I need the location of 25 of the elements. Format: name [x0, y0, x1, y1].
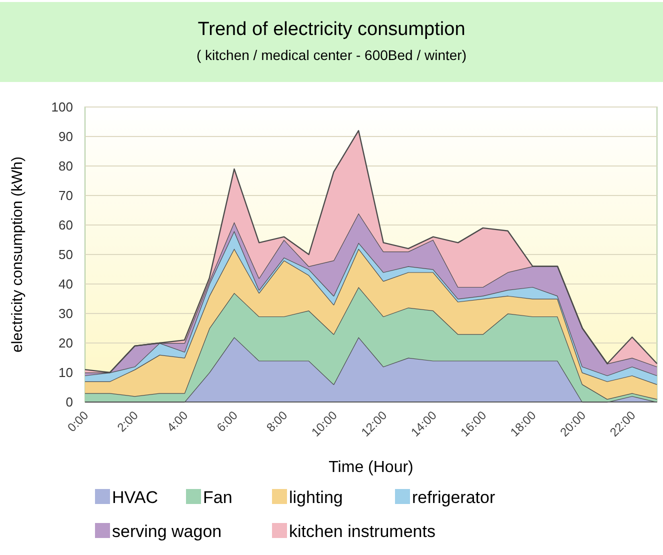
x-tick-label: 6:00: [214, 408, 241, 435]
legend-label: HVAC: [112, 488, 158, 507]
legend-label: kitchen instruments: [289, 522, 436, 541]
x-tick-label: 0:00: [64, 408, 92, 435]
chart-subtitle: ( kitchen / medical center - 600Bed / winter): [196, 47, 467, 63]
y-tick-label: 70: [58, 188, 73, 204]
y-tick-label: 10: [58, 365, 73, 380]
y-tick-label: 100: [51, 100, 73, 115]
y-axis-title: electricity consumption (kWh): [9, 156, 26, 352]
x-tick-label: 8:00: [264, 408, 290, 435]
legend-label: serving wagon: [112, 522, 222, 541]
legend-label: lighting: [289, 488, 343, 507]
y-tick-label: 0: [66, 394, 73, 410]
y-tick-label: 60: [58, 218, 73, 233]
chart-title: Trend of electricity consumption: [198, 19, 466, 40]
x-axis-title: Time (Hour): [328, 459, 414, 476]
y-tick-label: 50: [58, 247, 73, 262]
y-tick-label: 80: [58, 158, 73, 174]
y-tick-label: 20: [58, 336, 73, 351]
legend-label: refrigerator: [412, 488, 496, 507]
y-tick-label: 30: [58, 306, 73, 322]
legend-label: Fan: [203, 488, 232, 507]
y-tick-label: 90: [58, 129, 73, 144]
y-tick-label: 40: [58, 276, 73, 292]
x-tick-label: 4:00: [164, 408, 191, 435]
